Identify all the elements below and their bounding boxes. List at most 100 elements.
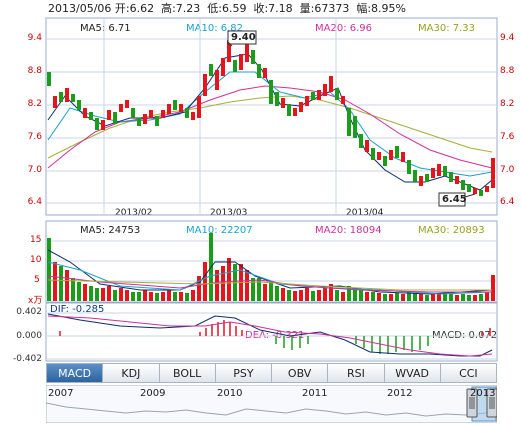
tab-macd[interactable]: MACD bbox=[46, 363, 104, 383]
candle bbox=[419, 176, 423, 186]
candle bbox=[203, 74, 207, 96]
ma30-label: MA30: 7.33 bbox=[418, 23, 476, 34]
tab-kdj[interactable]: KDJ bbox=[103, 363, 160, 383]
candle bbox=[461, 180, 465, 190]
candle bbox=[335, 88, 339, 100]
date-label: 2013/03 bbox=[210, 208, 248, 218]
navigator-sparkline bbox=[46, 402, 497, 417]
candle bbox=[89, 112, 93, 120]
candle bbox=[95, 118, 99, 130]
candle bbox=[353, 116, 357, 138]
candle bbox=[491, 158, 495, 188]
candle bbox=[191, 112, 195, 120]
candle bbox=[71, 94, 75, 102]
date-label: 2013/04 bbox=[346, 208, 384, 218]
candle bbox=[83, 108, 87, 118]
candle bbox=[329, 76, 333, 92]
candle bbox=[263, 68, 267, 78]
candle bbox=[131, 108, 135, 118]
candle bbox=[473, 188, 477, 194]
indicator-tabs: MACD KDJ BOLL PSY OBV RSI WVAD CCI bbox=[46, 363, 497, 383]
tab-wvad[interactable]: WVAD bbox=[384, 363, 441, 383]
candle bbox=[479, 190, 483, 196]
vol-ma30-label: MA30: 20893 bbox=[418, 225, 485, 236]
date-label: 2013/02 bbox=[115, 208, 153, 218]
candle bbox=[407, 160, 411, 174]
ma5-label: MA5: 6.71 bbox=[80, 23, 131, 34]
candle bbox=[167, 104, 171, 114]
candle bbox=[251, 50, 255, 64]
candle bbox=[299, 102, 303, 112]
dif-label: DIF: -0.285 bbox=[50, 304, 105, 315]
ma20-label: MA20: 6.96 bbox=[315, 23, 373, 34]
candle bbox=[245, 44, 249, 62]
candle bbox=[275, 92, 279, 106]
candle bbox=[485, 186, 489, 192]
tab-cci[interactable]: CCI bbox=[440, 363, 497, 383]
candlesticks bbox=[47, 40, 495, 196]
vol-ma20-label: MA20: 18094 bbox=[315, 225, 382, 236]
price-tick-left: 7.0 bbox=[27, 165, 42, 175]
candle bbox=[209, 64, 213, 76]
range-handle-icon[interactable] bbox=[466, 388, 478, 418]
volume-bars bbox=[47, 233, 495, 301]
candle bbox=[305, 96, 309, 106]
vol-tick: 5 bbox=[34, 275, 40, 285]
candle bbox=[53, 96, 57, 108]
candle bbox=[59, 92, 63, 102]
range-handle-icon[interactable] bbox=[486, 388, 497, 418]
candle bbox=[293, 108, 297, 116]
tab-obv[interactable]: OBV bbox=[272, 363, 329, 383]
candle bbox=[311, 92, 315, 100]
quote-summary: 2013/05/06 开:6.62 高:7.23 低:6.59 收:7.18 量… bbox=[48, 2, 407, 15]
year-label: 2007 bbox=[48, 388, 74, 399]
candle bbox=[113, 112, 117, 124]
tab-rsi[interactable]: RSI bbox=[328, 363, 385, 383]
ma10-label: MA10: 6.82 bbox=[186, 23, 244, 34]
price-tick-right: 8.2 bbox=[500, 99, 515, 109]
vol-ma-line bbox=[47, 279, 492, 291]
vol-ma5-label: MA5: 24753 bbox=[80, 225, 141, 236]
candle bbox=[107, 110, 111, 120]
price-tick-right: 9.4 bbox=[500, 33, 515, 43]
candle bbox=[287, 104, 291, 116]
low-marker bbox=[438, 192, 476, 207]
candle bbox=[383, 156, 387, 166]
candle bbox=[233, 60, 237, 72]
price-tick-left: 9.4 bbox=[27, 33, 42, 43]
candle bbox=[437, 164, 441, 176]
year-label: 2010 bbox=[217, 388, 243, 399]
tab-psy[interactable]: PSY bbox=[215, 363, 272, 383]
year-label: 2012 bbox=[387, 388, 413, 399]
vol-tick: 15 bbox=[30, 235, 42, 245]
candle bbox=[47, 72, 51, 86]
candle bbox=[149, 110, 153, 118]
candle bbox=[317, 90, 321, 100]
candle bbox=[173, 100, 177, 110]
price-tick-right: 6.4 bbox=[500, 197, 515, 207]
price-tick-left: 8.2 bbox=[27, 99, 42, 109]
price-tick-right: 7.0 bbox=[500, 165, 515, 175]
candle bbox=[119, 104, 123, 112]
candle bbox=[227, 40, 231, 62]
vol-ma10-label: MA10: 22207 bbox=[186, 225, 253, 236]
candle bbox=[161, 110, 165, 118]
year-label: 2013 bbox=[470, 388, 496, 399]
tab-boll[interactable]: BOLL bbox=[159, 363, 216, 383]
candle bbox=[443, 166, 447, 176]
candle bbox=[401, 152, 405, 162]
price-tick-right: 8.8 bbox=[500, 66, 515, 76]
candle bbox=[281, 98, 285, 108]
macd-tick: 0.000 bbox=[16, 331, 42, 341]
vol-unit: x万 bbox=[28, 296, 43, 306]
macd-grid bbox=[45, 302, 498, 362]
macd-histogram bbox=[59, 320, 491, 354]
candle bbox=[137, 118, 141, 126]
candle bbox=[221, 58, 225, 76]
candle bbox=[347, 108, 351, 136]
candle bbox=[65, 88, 69, 102]
candle bbox=[179, 104, 183, 112]
time-navigator[interactable] bbox=[46, 385, 497, 423]
high-marker-label: 9.40 bbox=[231, 32, 256, 43]
